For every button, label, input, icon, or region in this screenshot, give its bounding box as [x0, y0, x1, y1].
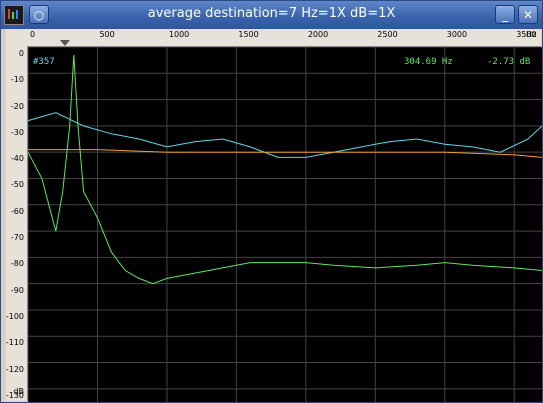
y-tick-label: -10: [10, 75, 24, 85]
y-tick-label: -20: [10, 101, 24, 111]
series-line-1: [28, 112, 542, 158]
triangle-down-icon[interactable]: [60, 40, 70, 46]
y-tick-label: -70: [10, 233, 24, 243]
y-tick-label: -60: [10, 206, 24, 216]
frequency-ruler[interactable]: 0 500 1000 1500 2000 2500 3000 3500 Hz: [27, 29, 541, 47]
x-tick-label: 2000: [307, 30, 329, 39]
x-tick-label: 3000: [446, 30, 468, 39]
y-tick-label: -90: [10, 285, 24, 295]
close-icon: ✕: [522, 7, 534, 22]
y-tick-label: -100: [5, 311, 24, 321]
series-line-2: [28, 149, 542, 158]
frequency-readout: 304.69 Hz: [404, 57, 453, 67]
minimize-button[interactable]: _: [495, 5, 515, 24]
frame-label: #357: [33, 57, 55, 67]
y-tick-label: -50: [10, 180, 24, 190]
x-unit-label: Hz: [526, 30, 537, 39]
x-tick-label: 1500: [238, 30, 259, 39]
y-tick-label: -110: [5, 338, 24, 348]
circle-icon: ○: [33, 7, 45, 22]
y-tick-label: -80: [10, 259, 24, 269]
y-tick-label: -120: [5, 364, 24, 374]
title-bar[interactable]: ○ average destination=7 Hz=1X dB=1X _ ✕: [1, 1, 542, 29]
ruler-corner: [6, 29, 27, 47]
level-readout: -2.73 dB: [487, 57, 531, 67]
app-icon[interactable]: [4, 5, 24, 25]
spectrum-plot[interactable]: #357 304.69 Hz -2.73 dB: [28, 47, 542, 402]
menu-button[interactable]: ○: [29, 5, 49, 24]
series-line-0: [28, 54, 542, 285]
level-ruler[interactable]: 0 -10 -20 -30 -40 -50 -60 -70 -80 -90 -100 -110 -120…: [6, 46, 28, 401]
close-button[interactable]: ✕: [518, 5, 538, 24]
x-tick-label: 500: [99, 30, 115, 39]
spectrum-chart: [28, 47, 542, 402]
y-tick-label: -40: [10, 154, 24, 164]
x-tick-label: 2500: [377, 30, 398, 39]
minimize-icon: _: [502, 7, 508, 22]
y-tick-label: 0: [18, 49, 24, 58]
x-tick-label: 1000: [168, 30, 190, 39]
x-tick-label: 3500: [516, 30, 537, 39]
y-unit-label: dB: [13, 387, 24, 396]
window-title: average destination=7 Hz=1X dB=1X: [147, 6, 396, 21]
y-tick-label: -130: [5, 390, 24, 400]
x-tick-label: 0: [30, 30, 36, 39]
y-tick-label: -30: [10, 127, 24, 137]
